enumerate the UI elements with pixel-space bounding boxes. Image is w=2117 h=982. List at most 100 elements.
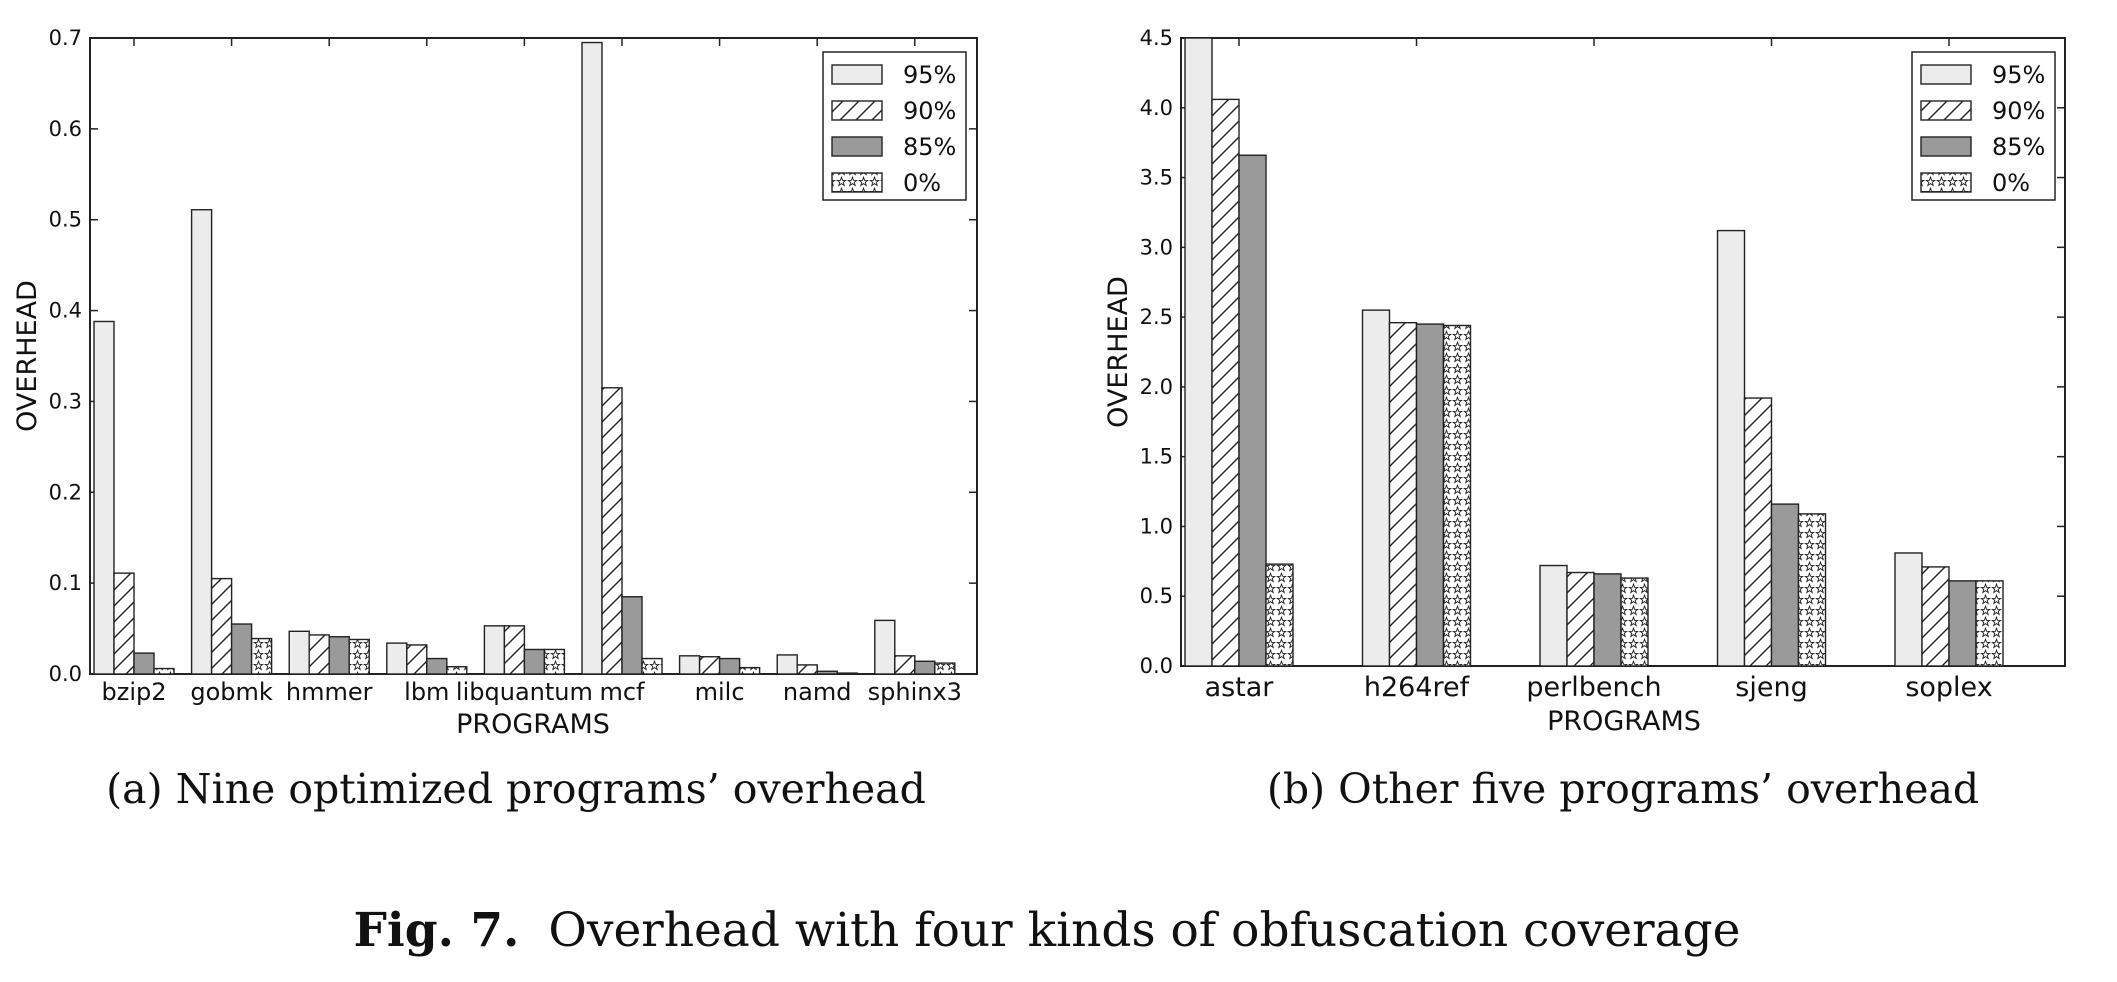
bar-0pct [250,637,273,675]
x-axis-title: PROGRAMS [456,709,610,740]
bar-90pct [308,634,330,675]
bar-85pct [914,660,936,675]
legend-label: 85% [903,133,956,161]
bar-95pct [776,654,798,675]
bar-95pct [483,625,506,675]
bar-90pct [406,644,428,675]
bar-0pct [1620,577,1649,667]
figure-caption-label: Fig. 7. [354,903,520,958]
y-tick-label: 0.2 [49,480,82,504]
panel-caption: (b) Other five programs’ overhead [1267,765,1979,813]
bar-85pct [718,657,741,675]
bar-95pct [1539,564,1568,667]
bar-0pct [1975,580,2004,667]
bar-85pct [816,670,838,675]
x-category-label: namd [783,678,852,706]
bar-95pct [1184,37,1213,667]
legend-swatch [831,172,883,193]
y-tick-label: 2.0 [1140,375,1173,399]
bar-90pct [894,655,916,675]
bar-group [93,41,956,675]
legend-label: 90% [903,97,956,125]
bar-90pct [1388,321,1418,667]
bar-0pct [1797,513,1827,667]
bar-0pct [836,672,858,675]
bar-85pct [621,596,643,675]
y-tick-label: 4.5 [1140,26,1173,50]
legend-swatch [831,64,883,85]
bar-95pct [1361,309,1391,667]
y-tick-label: 0.5 [49,208,82,232]
legend-label: 95% [903,61,956,89]
x-axis-category-labels: bzip2 gobmk hmmer lbm libquantum mcf milc namd s… [101,678,961,706]
x-category-label: gobmk [190,678,273,706]
y-tick-label: 0.5 [1140,584,1173,608]
bar-95pct [678,655,701,675]
bar-95pct [581,41,603,675]
y-tick-label: 2.5 [1140,305,1173,329]
legend-label: 95% [1992,61,2045,89]
legend-swatch [1920,100,1972,121]
y-tick-label: 1.5 [1140,445,1173,469]
bar-90pct [796,664,818,675]
bar-95pct [874,619,896,675]
bar-85pct [426,657,448,675]
y-tick-label: 0.0 [1140,654,1173,678]
y-axis-title: OVERHEAD [12,280,43,432]
y-axis: 0.0 0.5 1.0 1.5 2.0 2.5 3.0 3.5 4.0 4.5 [1140,26,2065,678]
bar-85pct [230,623,253,675]
figure-caption-text: Overhead with four kinds of obfuscation … [548,903,1740,958]
bar-95pct [190,209,213,675]
bar-90pct [1211,98,1240,667]
panel-a-chart: 0.0 0.1 0.2 0.3 0.4 0.5 0.6 0.7 bzip2 gobmk hmmer… [12,26,978,813]
legend-swatch [1920,136,1972,157]
bar-95pct [288,630,310,675]
panel-caption: (a) Nine optimized programs’ overhead [106,765,926,813]
y-axis-title: OVERHEAD [1103,276,1134,428]
x-category-label: libquantum [456,678,593,706]
bar-90pct [1921,566,1950,667]
legend-swatch [831,136,883,157]
legend-label: 0% [1992,169,2030,197]
bar-0pct [153,667,175,675]
bar-90pct [1566,571,1595,667]
x-category-label: lbm [404,678,449,706]
x-axis-title: PROGRAMS [1547,706,1701,737]
bar-0pct [1265,563,1294,667]
bar-95pct [1894,552,1923,667]
legend-swatch [831,100,883,121]
legend-swatch [1920,172,1972,193]
legend: 95% 90% 85% 0% [822,51,967,201]
y-tick-label: 0.6 [49,117,82,141]
x-category-label: milc [695,678,745,706]
x-category-label: perlbench [1526,672,1661,703]
figure-caption: Fig. 7. Overhead with four kinds of obfu… [354,903,1741,958]
legend-label: 90% [1992,97,2045,125]
bar-95pct [1716,229,1746,667]
bar-90pct [698,656,721,675]
y-tick-label: 0.1 [49,571,82,595]
bar-0pct [738,666,761,675]
x-category-label: h264ref [1364,672,1471,703]
bar-0pct [934,662,956,675]
x-category-label: sjeng [1735,672,1807,703]
x-category-label: hmmer [286,678,373,706]
y-tick-label: 1.0 [1140,514,1173,538]
bar-90pct [113,572,135,675]
legend-swatch [1920,64,1972,85]
bar-85pct [328,636,350,675]
bar-95pct [93,320,115,675]
bar-0pct [348,638,370,675]
bar-90pct [601,387,623,675]
y-tick-label: 3.5 [1140,166,1173,190]
bar-85pct [1238,154,1267,667]
bar-85pct [523,648,546,675]
bar-90pct [1743,397,1773,667]
x-category-label: mcf [599,678,645,706]
y-tick-label: 0.7 [49,26,82,50]
y-tick-label: 0.4 [49,299,82,323]
bar-90pct [503,625,526,675]
x-category-label: sphinx3 [868,678,962,706]
legend: 95% 90% 85% 0% [1911,51,2056,201]
